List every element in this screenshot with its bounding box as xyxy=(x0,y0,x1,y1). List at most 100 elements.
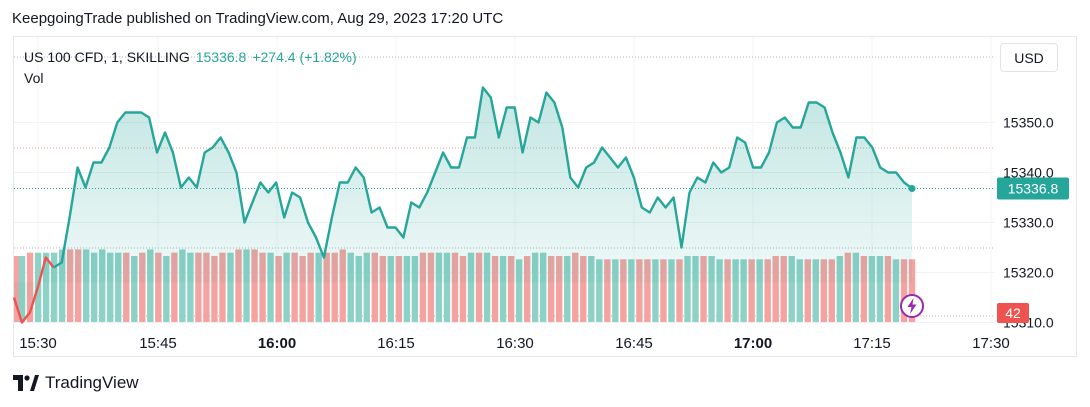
volume-axis-label: 42 xyxy=(1005,305,1021,321)
volume-bar xyxy=(99,249,106,322)
volume-bar xyxy=(355,256,362,322)
volume-bar xyxy=(564,256,571,322)
volume-bar xyxy=(363,252,370,322)
volume-bar xyxy=(163,256,170,322)
volume-bar xyxy=(892,259,900,322)
volume-bar xyxy=(283,252,290,322)
volume-indicator-label[interactable]: Vol xyxy=(24,70,44,86)
x-tick-label: 15:30 xyxy=(19,335,57,352)
volume-bar xyxy=(179,249,186,322)
volume-bar xyxy=(828,259,835,322)
volume-bar xyxy=(299,256,306,322)
x-tick-label: 15:45 xyxy=(139,335,177,352)
x-tick-label: 16:30 xyxy=(496,335,534,352)
price-axis-label-box xyxy=(997,177,1069,200)
volume-bar xyxy=(331,252,338,322)
volume-bar xyxy=(139,252,146,322)
volume-bar xyxy=(459,256,467,322)
volume-bar xyxy=(716,259,723,322)
x-tick-label: 16:15 xyxy=(377,335,415,352)
price-area-fill xyxy=(14,87,912,323)
volume-bar xyxy=(764,259,771,322)
price-line xyxy=(12,86,916,324)
volume-bar xyxy=(644,259,651,322)
tradingview-logo[interactable]: TradingView xyxy=(13,373,139,393)
chart-frame xyxy=(13,36,1077,357)
volume-bar xyxy=(58,249,66,322)
y-tick-label: 15320.0 xyxy=(1003,265,1054,281)
volume-bar xyxy=(588,256,595,322)
volume-bar xyxy=(780,256,787,322)
volume-bar xyxy=(852,252,860,322)
volume-bar xyxy=(796,259,803,322)
volume-bar xyxy=(507,256,515,322)
volume-bar xyxy=(732,259,739,322)
volume-bar xyxy=(195,252,202,322)
volume-bar xyxy=(387,256,395,322)
x-axis-ticks: 15:30 15:45 16:00 16:15 16:30 16:45 17:00 17:15… xyxy=(19,335,1010,352)
volume-bar xyxy=(908,259,916,322)
last-price: 15336.8 xyxy=(195,49,247,65)
volume-bar xyxy=(243,249,250,322)
volume-bar xyxy=(684,256,691,322)
volume-bar xyxy=(580,256,587,322)
volume-bar xyxy=(740,259,747,322)
volume-bar xyxy=(804,259,811,322)
volume-axis-label-box xyxy=(997,303,1029,323)
y-tick-label: 15350.0 xyxy=(1003,115,1054,131)
volume-bar xyxy=(788,256,795,322)
volume-bar xyxy=(267,252,274,322)
volume-bar xyxy=(50,252,58,322)
volume-bar xyxy=(219,252,226,322)
volume-bar xyxy=(572,252,579,322)
volume-bar xyxy=(628,259,635,322)
volume-bar xyxy=(339,249,346,322)
price-change: +274.4 (+1.82%) xyxy=(252,49,357,65)
y-tick-label: 15330.0 xyxy=(1003,215,1054,231)
currency-button[interactable]: USD xyxy=(1000,43,1058,72)
volume-bar xyxy=(860,256,868,322)
volume-bar xyxy=(748,259,755,322)
volume-bar xyxy=(548,256,555,322)
x-tick-label: 17:30 xyxy=(972,335,1010,352)
volume-bar xyxy=(123,252,130,322)
x-tick-label: 17:00 xyxy=(734,335,772,352)
volume-bar xyxy=(147,249,154,322)
volume-bar xyxy=(82,249,90,322)
volume-bar xyxy=(74,249,82,322)
symbol-name[interactable]: US 100 CFD, 1, SKILLING xyxy=(24,49,190,65)
volume-bar xyxy=(772,256,779,322)
volume-bar xyxy=(900,259,908,322)
published-line: KeepgoingTrade published on TradingView.… xyxy=(12,10,504,27)
volume-bar xyxy=(756,259,763,322)
volume-bar xyxy=(347,252,354,322)
axis-value-labels: 15336.8 42 xyxy=(997,177,1069,323)
volume-bar xyxy=(668,259,675,322)
volume-bar xyxy=(604,259,611,322)
volume-bar xyxy=(515,259,523,322)
volume-bar xyxy=(660,259,667,322)
volume-bar xyxy=(876,256,884,322)
volume-bar xyxy=(275,256,282,322)
volume-bar xyxy=(395,256,403,322)
volume-bar xyxy=(868,256,876,322)
volume-bar xyxy=(323,252,330,322)
lightning-icon[interactable] xyxy=(899,293,925,319)
volume-bar xyxy=(66,249,74,322)
volume-bar xyxy=(427,252,435,322)
volume-bar xyxy=(131,256,138,322)
volume-bar xyxy=(531,252,539,322)
volume-bar xyxy=(251,249,258,322)
volume-bar xyxy=(652,259,659,322)
volume-bar xyxy=(451,252,459,322)
volume-bar xyxy=(91,252,98,322)
volume-bar xyxy=(556,256,563,322)
volume-bar xyxy=(820,259,827,322)
volume-bar xyxy=(259,252,266,322)
tradingview-logo-icon xyxy=(13,375,39,391)
volume-bar xyxy=(499,256,507,322)
volume-bar xyxy=(371,252,378,322)
x-tick-label: 16:00 xyxy=(258,335,296,352)
volume-bar xyxy=(836,256,844,322)
